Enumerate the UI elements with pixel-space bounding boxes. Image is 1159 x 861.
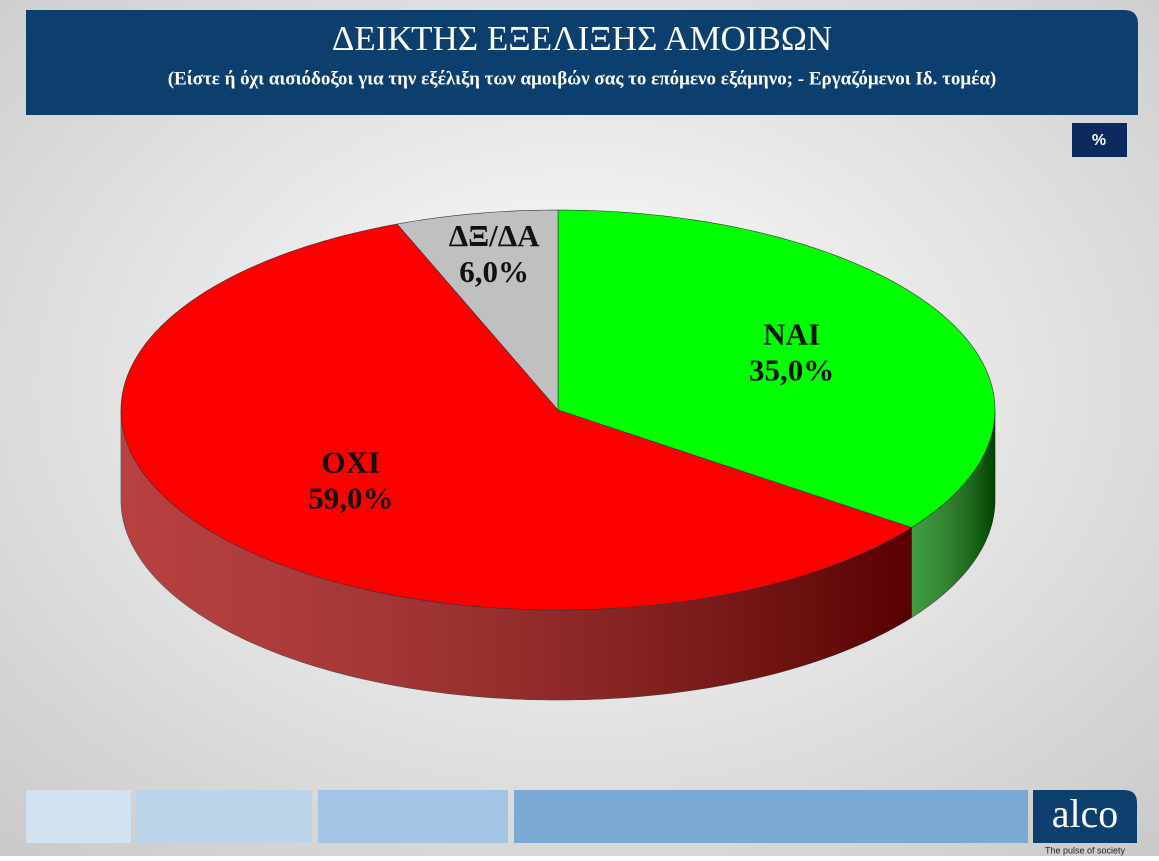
slice-side-shade: [121, 410, 912, 700]
slice: [557, 209, 996, 528]
slice-side-shade: [911, 410, 995, 618]
chart-title: ΔΕΙΚΤΗΣ ΕΞΕΛΙΞΗΣ ΑΜΟΙΒΩΝ: [332, 19, 832, 58]
header-box: [26, 10, 1138, 115]
footer-bar: [514, 790, 1028, 843]
slice-label: ΔΞ/ΔΑ: [449, 218, 540, 253]
footer-bar: [318, 790, 508, 843]
value-label: 59,0%: [308, 481, 393, 516]
footer-bar: [26, 790, 131, 843]
unit-badge: [1072, 123, 1127, 157]
slice-label: ΝΑΙ: [763, 317, 820, 352]
slice: [120, 223, 913, 611]
value-label: 6,0%: [459, 254, 529, 289]
logo: alco: [1052, 791, 1119, 836]
logo-tagline: The pulse of society: [1045, 845, 1126, 855]
slice: [396, 209, 559, 411]
chart-subtitle: (Είστε ή όχι αισιόδοξοι για την εξέλιξη …: [168, 68, 997, 89]
footer-bar: [136, 790, 312, 843]
unit-badge-text: %: [1092, 132, 1106, 149]
logo-box: [1033, 790, 1137, 843]
slice-label: ΟΧΙ: [322, 445, 381, 480]
value-label: 35,0%: [749, 353, 834, 388]
